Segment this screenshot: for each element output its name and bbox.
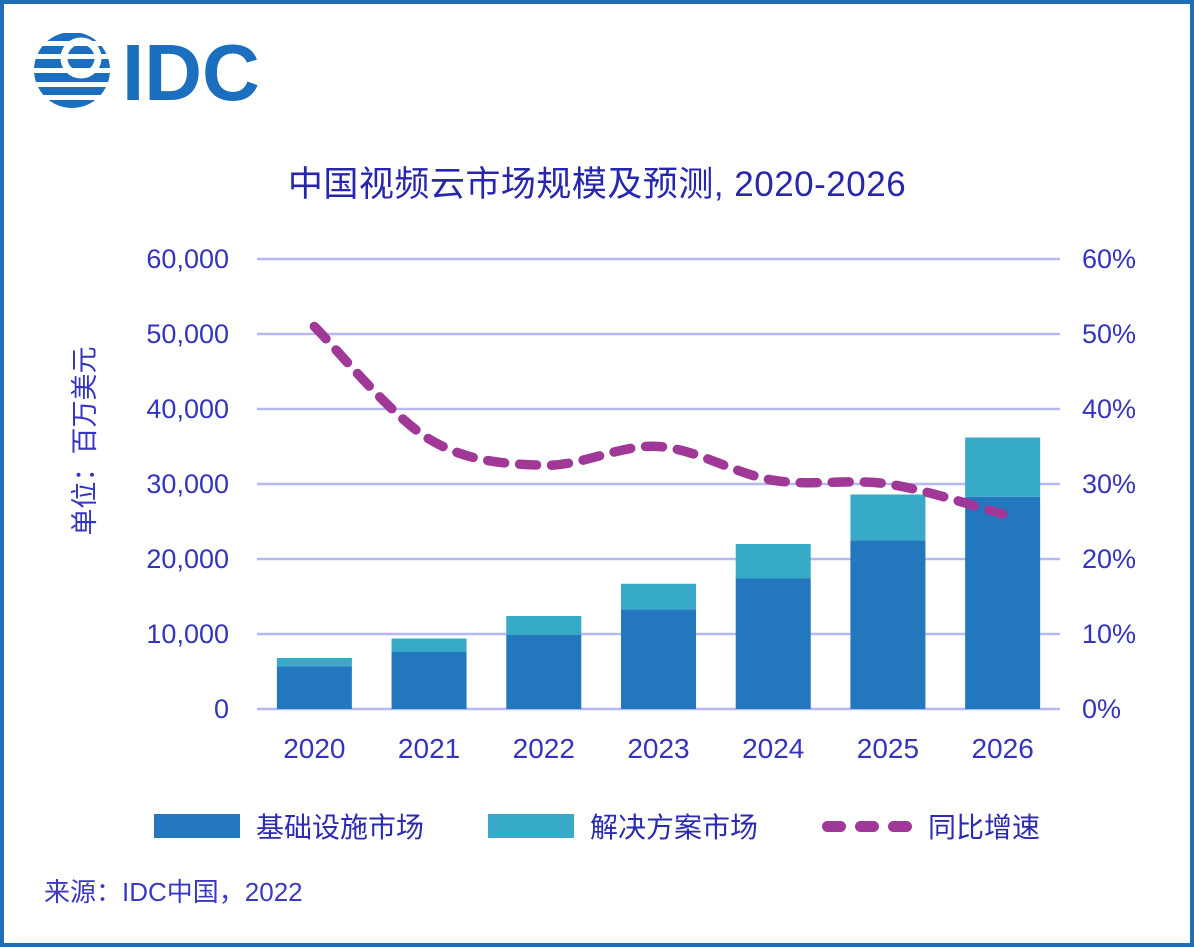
right-axis-tick: 0% [1082, 694, 1121, 724]
chart-title: 中国视频云市场规模及预测, 2020-2026 [287, 165, 907, 204]
left-axis-tick: 0 [214, 694, 229, 724]
x-axis-tick: 2022 [513, 733, 575, 764]
idc-logo-text: IDC [122, 30, 260, 114]
right-axis-tick: 10% [1082, 619, 1136, 649]
chart-plot: 0 0% 10,000 10% 20,000 20% 30,000 30% 40,000 40% 5… [70, 244, 1136, 764]
source-note: 来源：IDC中国，2022 [44, 877, 303, 907]
right-axis-tick: 40% [1082, 394, 1136, 424]
bar-infrastructure-2026 [965, 496, 1041, 709]
idc-globe-icon [34, 33, 110, 108]
bar-infrastructure-2022 [506, 634, 582, 709]
infrastructure-swatch-icon [153, 814, 240, 838]
x-axis-tick: 2026 [971, 733, 1033, 764]
right-axis-tick: 60% [1082, 244, 1136, 274]
bar-solutions-2023 [621, 583, 696, 610]
x-axis-tick: 2025 [857, 733, 919, 764]
bar-infrastructure-2020 [276, 666, 352, 709]
chart-legend: 基础设施市场 解决方案市场 同比增速 [4, 806, 1190, 846]
legend-label-growth: 同比增速 [928, 812, 1041, 843]
right-axis-tick: 20% [1082, 544, 1136, 574]
growth-line [309, 321, 1008, 519]
legend-item-infrastructure: 基础设施市场 [153, 806, 424, 846]
bar-infrastructure-2021 [391, 652, 467, 709]
left-axis-tick: 60,000 [146, 244, 229, 274]
bar-infrastructure-2023 [621, 609, 696, 709]
legend-label-solutions: 解决方案市场 [589, 812, 758, 843]
left-axis-tick: 30,000 [146, 469, 229, 499]
bar-solutions-2025 [850, 494, 926, 541]
idc-logo: IDC [34, 28, 294, 117]
legend-label-infrastructure: 基础设施市场 [255, 812, 424, 843]
left-axis-tick: 10,000 [146, 619, 229, 649]
legend-item-solutions: 解决方案市场 [487, 806, 758, 846]
bar-solutions-2020 [276, 658, 352, 667]
x-axis-tick: 2020 [283, 733, 345, 764]
bar-infrastructure-2024 [735, 578, 811, 709]
x-axis-tick: 2021 [398, 733, 460, 764]
left-axis-tick: 40,000 [146, 394, 229, 424]
right-axis-tick: 50% [1082, 319, 1136, 349]
legend-item-growth: 同比增速 [822, 806, 1040, 846]
growth-dashed-line-icon [822, 820, 912, 832]
right-axis-tick: 30% [1082, 469, 1136, 499]
bar-solutions-2024 [735, 544, 811, 579]
bar-solutions-2026 [965, 437, 1041, 497]
solutions-swatch-icon [487, 814, 574, 838]
x-axis-tick: 2024 [742, 733, 804, 764]
left-axis-title: 单位：百万美元 [70, 347, 100, 536]
left-axis-tick: 20,000 [146, 544, 229, 574]
bar-solutions-2021 [391, 638, 467, 652]
bar-infrastructure-2025 [850, 540, 926, 709]
x-axis-tick: 2023 [627, 733, 689, 764]
left-axis-tick: 50,000 [146, 319, 229, 349]
bar-solutions-2022 [506, 616, 582, 635]
